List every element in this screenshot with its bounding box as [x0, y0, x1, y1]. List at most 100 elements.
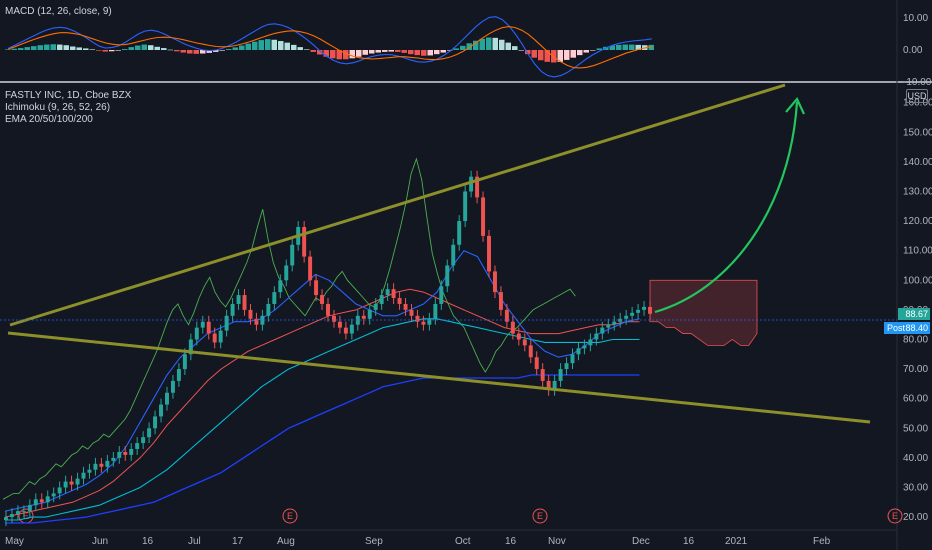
candle-body [331, 315, 336, 322]
candle-body [254, 318, 259, 325]
macd-bar [44, 44, 50, 50]
macd-bar [596, 48, 602, 50]
macd-bar [505, 42, 511, 50]
macd-bar [37, 45, 43, 50]
macd-bar [544, 50, 550, 62]
ichimoku-legend[interactable]: Ichimoku (9, 26, 52, 26) [5, 102, 111, 113]
price-tick-label: 50.00 [903, 423, 928, 434]
candle-body [15, 511, 20, 515]
last-price-tag: 88.67 [898, 307, 930, 320]
macd-bar [57, 44, 63, 50]
time-tick-label: 17 [232, 536, 244, 547]
macd-bar [648, 44, 654, 50]
candle-body [522, 339, 527, 346]
candle-body [51, 493, 56, 497]
macd-bar [24, 47, 30, 50]
time-tick-label: Jul [188, 536, 201, 547]
macd-bar [440, 50, 446, 53]
ema-legend[interactable]: EMA 20/50/100/200 [5, 114, 93, 125]
candle-body [242, 295, 247, 310]
time-tick-label: 2021 [725, 536, 748, 547]
candle-body [87, 469, 92, 473]
macd-bar [148, 45, 154, 50]
candle-body [576, 348, 581, 355]
macd-bar [336, 50, 342, 60]
macd-bar [531, 50, 537, 58]
candle-body [141, 437, 146, 444]
candle-body [481, 197, 486, 236]
macd-bar [538, 50, 544, 61]
candle-body [397, 298, 402, 304]
time-tick-label: Oct [455, 536, 471, 547]
macd-bar [18, 48, 24, 50]
macd-bar [5, 49, 11, 50]
macd-bar [401, 50, 407, 53]
price-tick-label: 30.00 [903, 482, 928, 493]
candle-body [81, 472, 86, 479]
candle-body [206, 321, 211, 334]
macd-bar [564, 50, 570, 60]
macd-line [8, 16, 652, 78]
ema50-line [4, 288, 640, 518]
macd-bar [577, 50, 583, 56]
earnings-marker-icon [887, 508, 903, 524]
macd-bar [174, 50, 180, 52]
candle-body [117, 451, 122, 458]
candle-body [534, 357, 539, 370]
macd-bar [310, 50, 316, 52]
macd-tick-label: -10.00 [903, 77, 932, 88]
symbol-legend[interactable]: FASTLY INC, 1D, Cboe BZX [5, 90, 132, 101]
candle-body [612, 321, 617, 325]
macd-bar [291, 44, 297, 50]
candle-body [588, 339, 593, 346]
candle-body [111, 457, 116, 461]
macd-bar [232, 47, 238, 50]
candle-body [248, 309, 253, 319]
macd-bar [460, 45, 466, 50]
macd-bar [154, 46, 160, 50]
candle-body [284, 265, 289, 281]
candle-body [4, 517, 8, 521]
macd-tick-label: 10.00 [903, 13, 928, 24]
candle-body [147, 428, 152, 438]
candle-body [487, 235, 491, 272]
macd-bar [167, 49, 173, 51]
post-price-tag: Post 88.40 [884, 321, 930, 334]
macd-bar [226, 49, 232, 50]
candle-body [260, 315, 265, 325]
main-legend: FASTLY INC, 1D, Cboe BZX Ichimoku (9, 26… [5, 90, 131, 126]
candle-body [385, 289, 390, 296]
macd-bar [70, 46, 76, 50]
candle-body [218, 330, 223, 343]
macd-bar [206, 50, 212, 53]
earnings-marker-icon [532, 508, 548, 524]
macd-bar [356, 50, 362, 57]
macd-bar [109, 50, 115, 52]
currency-label[interactable]: USD [906, 89, 928, 103]
candle-body [105, 460, 110, 467]
post-price: 88.40 [905, 322, 928, 333]
time-tick-label: Sep [365, 536, 383, 547]
projection-arrow [654, 101, 799, 314]
macd-bar [50, 44, 56, 50]
price-tick-label: 110.00 [903, 246, 932, 257]
upper-trendline [9, 83, 786, 327]
macd-bar [590, 50, 596, 51]
macd-bar [161, 48, 167, 50]
macd-bar [512, 46, 518, 50]
macd-bar [518, 50, 524, 51]
macd-bar [343, 50, 349, 60]
macd-bar [180, 50, 186, 53]
time-tick-label: Nov [548, 536, 566, 547]
candle-body [135, 443, 140, 449]
candle-body [320, 295, 325, 304]
candle-body [439, 286, 444, 304]
ichimoku-cloud-projection [649, 279, 758, 346]
candle-body [570, 354, 575, 364]
candle-body [600, 327, 605, 334]
candle-body [75, 478, 80, 485]
macd-bar [466, 43, 472, 50]
candle-body [379, 295, 384, 304]
candle-body [99, 463, 104, 467]
